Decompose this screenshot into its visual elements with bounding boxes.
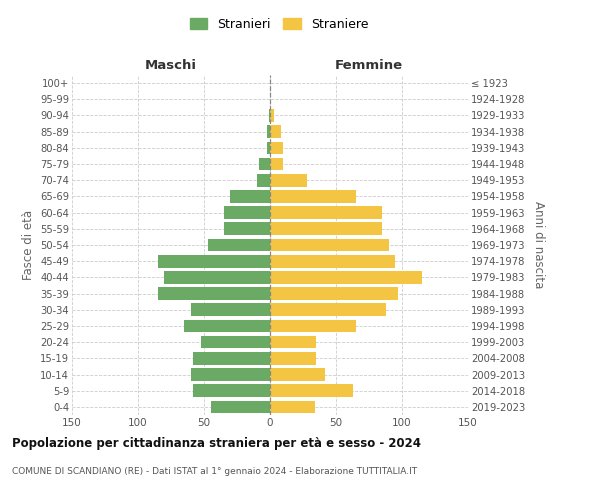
Bar (268, 126, 270, 138)
Legend: Stranieri, Straniere: Stranieri, Straniere (186, 14, 372, 34)
Bar (230, 190, 270, 202)
Bar (270, 174, 307, 186)
Bar (270, 158, 283, 170)
Bar (270, 109, 274, 122)
Bar (268, 142, 270, 154)
Text: Maschi: Maschi (145, 59, 197, 72)
Y-axis label: Anni di nascita: Anni di nascita (532, 202, 545, 288)
Bar (158, 255, 270, 268)
Bar (270, 384, 353, 397)
Bar (270, 238, 389, 252)
Bar (191, 304, 270, 316)
Bar (184, 320, 270, 332)
Bar (270, 126, 281, 138)
Bar (270, 142, 283, 154)
Bar (270, 304, 386, 316)
Bar (224, 222, 270, 235)
Bar (270, 255, 395, 268)
Bar (158, 288, 270, 300)
Text: Popolazione per cittadinanza straniera per età e sesso - 2024: Popolazione per cittadinanza straniera p… (12, 438, 421, 450)
Bar (202, 336, 270, 348)
Bar (270, 320, 356, 332)
Text: COMUNE DI SCANDIANO (RE) - Dati ISTAT al 1° gennaio 2024 - Elaborazione TUTTITAL: COMUNE DI SCANDIANO (RE) - Dati ISTAT al… (12, 468, 417, 476)
Bar (270, 271, 422, 283)
Bar (270, 288, 398, 300)
Bar (211, 400, 270, 413)
Bar (164, 271, 270, 283)
Bar (270, 336, 316, 348)
Text: Femmine: Femmine (335, 59, 403, 72)
Bar (270, 352, 316, 364)
Bar (270, 400, 315, 413)
Bar (270, 368, 325, 381)
Bar (269, 109, 270, 122)
Bar (257, 174, 270, 186)
Bar (193, 352, 270, 364)
Bar (193, 384, 270, 397)
Bar (191, 368, 270, 381)
Bar (224, 206, 270, 219)
Y-axis label: Fasce di età: Fasce di età (22, 210, 35, 280)
Bar (259, 158, 270, 170)
Bar (270, 206, 382, 219)
Bar (208, 238, 270, 252)
Bar (270, 222, 382, 235)
Bar (270, 190, 356, 202)
